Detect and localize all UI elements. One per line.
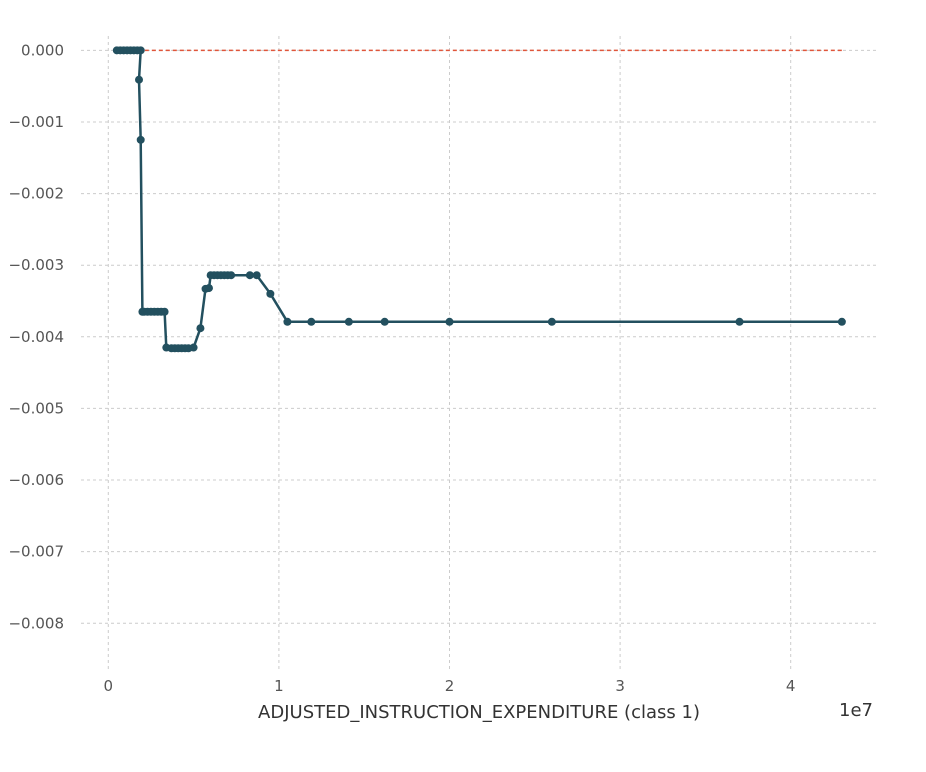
- data-point: [735, 317, 744, 326]
- data-point: [307, 317, 316, 326]
- x-tick-label: 4: [786, 677, 796, 695]
- series-line: [116, 49, 842, 350]
- data-point: [283, 317, 292, 326]
- data-point: [547, 317, 556, 326]
- x-tick-label: 0: [104, 677, 114, 695]
- y-tick-label: −0.008: [8, 614, 64, 632]
- y-tick-label: 0.000: [21, 41, 64, 59]
- series-layer: [112, 46, 846, 353]
- x-tick-label: 2: [445, 677, 455, 695]
- x-tick-label: 3: [615, 677, 625, 695]
- data-point: [245, 271, 254, 280]
- y-tick-label: −0.001: [8, 113, 64, 131]
- data-point: [136, 46, 145, 55]
- grid: [81, 36, 876, 672]
- y-tick-label: −0.005: [8, 399, 64, 417]
- y-tick-label: −0.002: [8, 185, 64, 203]
- data-point: [266, 289, 275, 298]
- y-tick-label: −0.007: [8, 543, 64, 561]
- data-point: [344, 317, 353, 326]
- y-tick-label: −0.006: [8, 471, 64, 489]
- data-point: [196, 324, 205, 333]
- data-point: [227, 271, 236, 280]
- x-tick-label: 1: [274, 677, 284, 695]
- data-point: [160, 307, 169, 316]
- y-axis: 0.000 −0.001 −0.002 −0.003 −0.004 −0.005 −0.00…: [8, 41, 64, 632]
- x-axis: 0 1 2 3 4: [104, 677, 796, 695]
- data-point: [189, 343, 198, 352]
- data-point: [445, 317, 454, 326]
- data-point: [837, 317, 846, 326]
- x-axis-label: ADJUSTED_INSTRUCTION_EXPENDITURE (class …: [258, 702, 700, 723]
- x-offset-label: 1e7: [839, 700, 873, 721]
- y-tick-label: −0.003: [8, 256, 64, 274]
- y-tick-label: −0.004: [8, 328, 64, 346]
- data-point: [136, 135, 145, 144]
- data-point: [380, 317, 389, 326]
- data-point: [204, 284, 213, 293]
- data-point: [135, 75, 144, 84]
- data-point: [252, 271, 261, 280]
